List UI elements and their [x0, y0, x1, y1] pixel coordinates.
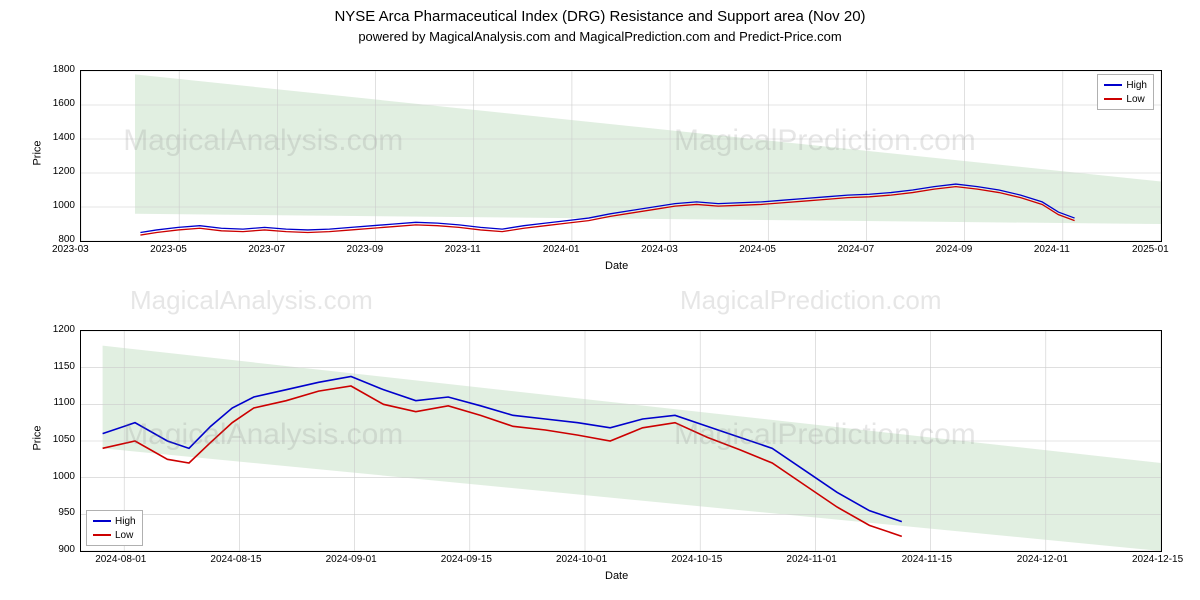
x-tick-label: 2024-08-15	[210, 554, 261, 565]
y-tick-label: 1100	[53, 397, 75, 408]
x-tick-label: 2024-10-15	[671, 554, 722, 565]
x-tick-label: 2024-11-15	[902, 554, 952, 565]
x-tick-label: 2024-03	[641, 244, 678, 255]
legend: High Low	[1097, 74, 1154, 110]
x-tick-label: 2023-09	[347, 244, 384, 255]
x-tick-label: 2024-11-01	[786, 554, 836, 565]
x-tick-label: 2024-01	[543, 244, 580, 255]
legend-swatch	[93, 534, 111, 536]
x-tick-label: 2023-03	[52, 244, 89, 255]
x-tick-label: 2023-05	[150, 244, 187, 255]
chart-subtitle: powered by MagicalAnalysis.com and Magic…	[0, 29, 1200, 44]
x-tick-label: 2024-12-15	[1132, 554, 1183, 565]
y-axis-label: Price	[32, 425, 44, 450]
x-tick-label: 2023-07	[248, 244, 285, 255]
upper-chart	[80, 70, 1162, 242]
x-axis-label: Date	[605, 570, 628, 582]
legend: High Low	[86, 510, 143, 546]
y-tick-label: 1050	[53, 434, 75, 445]
lower-chart	[80, 330, 1162, 552]
x-tick-label: 2023-11	[445, 244, 481, 255]
chart-title: NYSE Arca Pharmaceutical Index (DRG) Res…	[0, 8, 1200, 25]
x-tick-label: 2024-10-01	[556, 554, 607, 565]
y-tick-label: 1200	[53, 166, 75, 177]
legend-label: High	[1126, 80, 1147, 91]
x-tick-label: 2024-09	[936, 244, 973, 255]
y-tick-label: 1150	[53, 361, 75, 372]
x-tick-label: 2024-08-01	[95, 554, 146, 565]
legend-swatch	[93, 520, 111, 522]
x-tick-label: 2024-05	[739, 244, 776, 255]
y-tick-label: 950	[58, 507, 75, 518]
legend-label: Low	[1126, 94, 1144, 105]
watermark: MagicalAnalysis.com	[130, 285, 373, 316]
legend-label: High	[115, 516, 136, 527]
x-tick-label: 2024-11	[1034, 244, 1070, 255]
legend-swatch	[1104, 84, 1122, 86]
y-tick-label: 1400	[53, 132, 75, 143]
legend-item: High	[1104, 78, 1147, 92]
y-tick-label: 900	[58, 544, 75, 555]
y-tick-label: 1600	[53, 98, 75, 109]
x-tick-label: 2025-01	[1132, 244, 1169, 255]
x-axis-label: Date	[605, 260, 628, 272]
legend-swatch	[1104, 98, 1122, 100]
x-tick-label: 2024-09-15	[441, 554, 492, 565]
x-tick-label: 2024-12-01	[1017, 554, 1068, 565]
watermark: MagicalPrediction.com	[680, 285, 942, 316]
y-tick-label: 1000	[53, 471, 75, 482]
y-tick-label: 1800	[53, 64, 75, 75]
legend-item: High	[93, 514, 136, 528]
y-tick-label: 1200	[53, 324, 75, 335]
x-tick-label: 2024-07	[837, 244, 874, 255]
legend-item: Low	[93, 528, 136, 542]
y-tick-label: 1000	[53, 200, 75, 211]
y-axis-label: Price	[32, 140, 44, 165]
legend-label: Low	[115, 530, 133, 541]
legend-item: Low	[1104, 92, 1147, 106]
x-tick-label: 2024-09-01	[326, 554, 377, 565]
